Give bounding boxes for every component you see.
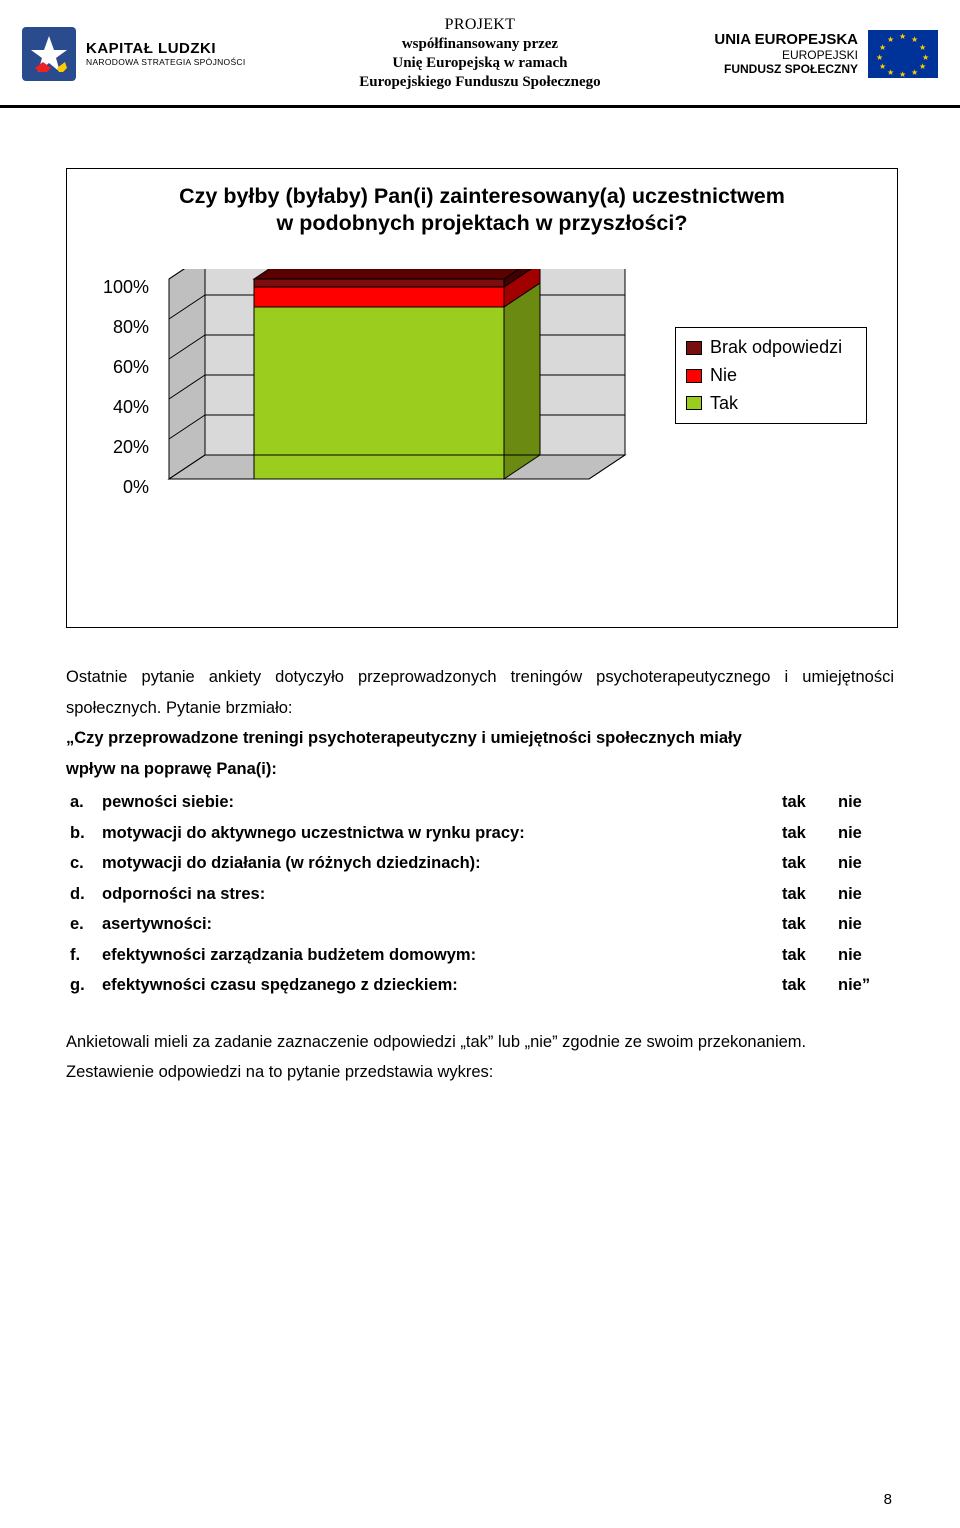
legend-label: Brak odpowiedzi	[710, 334, 842, 362]
paragraph-2: Ankietowali mieli za zadanie zaznaczenie…	[66, 1027, 894, 1058]
question-intro-line1: „Czy przeprowadzone treningi psychoterap…	[66, 723, 894, 754]
legend-row: Tak	[686, 390, 856, 418]
question-text: efektywności czasu spędzanego z dzieckie…	[102, 970, 782, 1001]
y-axis-labels: 100% 80% 60% 40% 20% 0%	[87, 277, 149, 477]
answer-nie: nie	[838, 848, 894, 879]
question-letter: b.	[66, 818, 102, 849]
ytick-40: 40%	[87, 397, 149, 418]
question-text: efektywności zarządzania budżetem domowy…	[102, 940, 782, 971]
chart-title-line1: Czy byłby (byłaby) Pan(i) zainteresowany…	[179, 184, 785, 208]
legend-row: Nie	[686, 362, 856, 390]
header-banner: KAPITAŁ LUDZKI NARODOWA STRATEGIA SPÓJNO…	[0, 0, 960, 108]
chart-body: 100% 80% 60% 40% 20% 0% Brak odpowiedzi …	[83, 247, 881, 587]
answer-tak: tak	[782, 818, 838, 849]
project-label: PROJEKT	[359, 15, 600, 35]
ytick-20: 20%	[87, 437, 149, 458]
eu-line1: UNIA EUROPEJSKA	[714, 31, 858, 48]
kl-title: KAPITAŁ LUDZKI	[86, 40, 246, 57]
answer-nie: nie	[838, 909, 894, 940]
question-letter: e.	[66, 909, 102, 940]
answer-tak: tak	[782, 879, 838, 910]
question-row: a.pewności siebie:taknie	[66, 787, 894, 818]
answer-nie: nie	[838, 879, 894, 910]
ytick-80: 80%	[87, 317, 149, 338]
paragraph-3: Zestawienie odpowiedzi na to pytanie prz…	[66, 1057, 894, 1088]
question-row: f.efektywności zarządzania budżetem domo…	[66, 940, 894, 971]
legend-label: Nie	[710, 362, 737, 390]
answer-tak: tak	[782, 909, 838, 940]
question-row: c.motywacji do działania (w różnych dzie…	[66, 848, 894, 879]
eu-flag-icon: ★ ★ ★ ★ ★ ★ ★ ★ ★ ★ ★ ★	[868, 30, 938, 78]
legend-label: Tak	[710, 390, 738, 418]
question-intro-line2: wpływ na poprawę Pana(i):	[66, 754, 894, 785]
eu-line3: FUNDUSZ SPOŁECZNY	[714, 62, 858, 76]
ytick-0: 0%	[87, 477, 149, 498]
chart-frame: Czy byłby (byłaby) Pan(i) zainteresowany…	[66, 168, 898, 628]
question-row: g.efektywności czasu spędzanego z dzieck…	[66, 970, 894, 1001]
project-line2: współfinansowany przez	[359, 35, 600, 54]
answer-tak: tak	[782, 848, 838, 879]
answer-nie: nie	[838, 940, 894, 971]
ytick-60: 60%	[87, 357, 149, 378]
question-letter: c.	[66, 848, 102, 879]
kl-subtitle: NARODOWA STRATEGIA SPÓJNOŚCI	[86, 57, 246, 67]
question-letter: d.	[66, 879, 102, 910]
legend-row: Brak odpowiedzi	[686, 334, 856, 362]
question-list: a.pewności siebie:taknieb.motywacji do a…	[66, 787, 894, 1001]
kapital-ludzki-logo-icon	[22, 27, 76, 81]
chart-title: Czy byłby (byłaby) Pan(i) zainteresowany…	[83, 183, 881, 237]
answer-nie: nie	[838, 818, 894, 849]
paragraph-intro: Ostatnie pytanie ankiety dotyczyło przep…	[66, 662, 894, 723]
question-text: motywacji do działania (w różnych dziedz…	[102, 848, 782, 879]
ytick-100: 100%	[87, 277, 149, 298]
answer-nie: nie”	[838, 970, 894, 1001]
kapital-ludzki-text: KAPITAŁ LUDZKI NARODOWA STRATEGIA SPÓJNO…	[86, 40, 246, 67]
chart-plot-3d	[161, 269, 633, 569]
question-letter: g.	[66, 970, 102, 1001]
answer-tak: tak	[782, 970, 838, 1001]
answer-nie: nie	[838, 787, 894, 818]
legend-swatch-icon	[686, 369, 702, 383]
answer-tak: tak	[782, 787, 838, 818]
eu-line2: EUROPEJSKI	[714, 48, 858, 62]
legend-swatch-icon	[686, 341, 702, 355]
body-text: Ostatnie pytanie ankiety dotyczyło przep…	[66, 662, 894, 1088]
chart-legend: Brak odpowiedzi Nie Tak	[675, 327, 867, 425]
project-line3: Unię Europejską w ramach	[359, 54, 600, 73]
header-center: PROJEKT współfinansowany przez Unię Euro…	[359, 15, 600, 91]
question-text: odporności na stres:	[102, 879, 782, 910]
question-row: e.asertywności:taknie	[66, 909, 894, 940]
question-text: asertywności:	[102, 909, 782, 940]
question-text: motywacji do aktywnego uczestnictwa w ry…	[102, 818, 782, 849]
project-line4: Europejskiego Funduszu Społecznego	[359, 73, 600, 92]
question-row: b.motywacji do aktywnego uczestnictwa w …	[66, 818, 894, 849]
question-letter: f.	[66, 940, 102, 971]
question-row: d.odporności na stres:taknie	[66, 879, 894, 910]
question-letter: a.	[66, 787, 102, 818]
answer-tak: tak	[782, 940, 838, 971]
question-text: pewności siebie:	[102, 787, 782, 818]
page-number: 8	[884, 1491, 892, 1508]
header-left: KAPITAŁ LUDZKI NARODOWA STRATEGIA SPÓJNO…	[22, 27, 246, 81]
chart-title-line2: w podobnych projektach w przyszłości?	[277, 211, 688, 235]
eu-text: UNIA EUROPEJSKA EUROPEJSKI FUNDUSZ SPOŁE…	[714, 31, 858, 76]
legend-swatch-icon	[686, 396, 702, 410]
header-right: UNIA EUROPEJSKA EUROPEJSKI FUNDUSZ SPOŁE…	[714, 30, 938, 78]
